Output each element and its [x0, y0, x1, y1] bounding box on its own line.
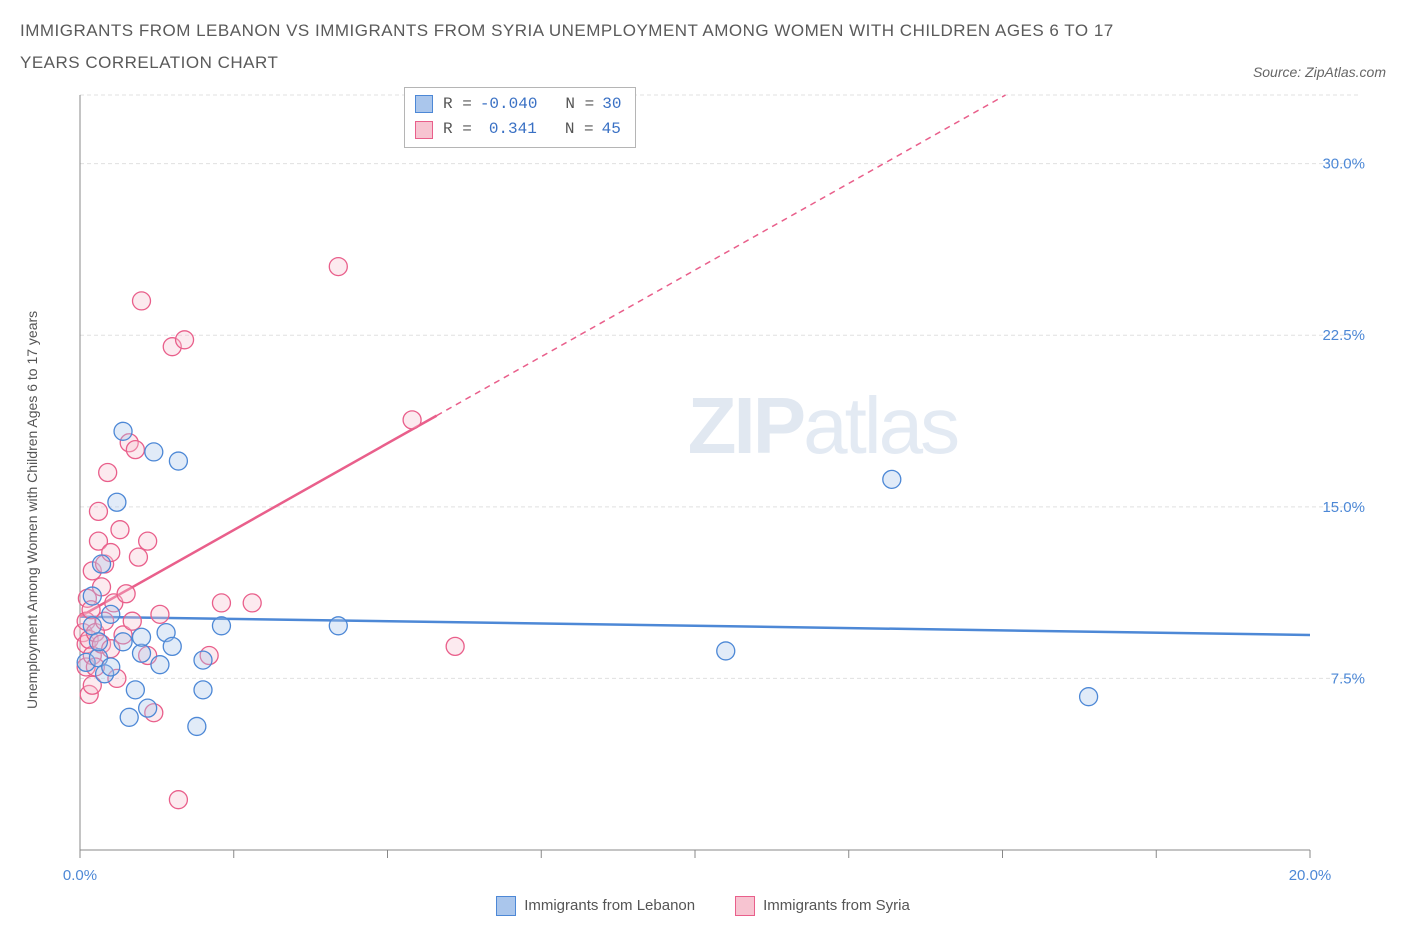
chart-header: IMMIGRANTS FROM LEBANON VS IMMIGRANTS FR… [20, 15, 1386, 80]
legend-item-syria: Immigrants from Syria [735, 896, 910, 916]
svg-text:20.0%: 20.0% [1289, 867, 1332, 884]
chart-title: IMMIGRANTS FROM LEBANON VS IMMIGRANTS FR… [20, 15, 1120, 80]
y-axis-label: Unemployment Among Women with Children A… [20, 150, 44, 870]
svg-text:15.0%: 15.0% [1322, 498, 1365, 515]
chart-body: Unemployment Among Women with Children A… [20, 90, 1386, 890]
plot-area: ZIPatlas 7.5%15.0%22.5%30.0%0.0%20.0% R … [44, 90, 1386, 890]
stats-swatch-syria [415, 121, 433, 139]
svg-text:7.5%: 7.5% [1331, 670, 1365, 687]
correlation-stats-box: R = -0.040 N = 30 R = 0.341 N = 45 [404, 87, 636, 148]
legend-swatch-syria [735, 896, 755, 916]
scatter-plot-svg: 7.5% 15.0% 22.5% 30.0% 0.0% 20.0% [44, 90, 1386, 890]
svg-text:22.5%: 22.5% [1322, 327, 1365, 344]
svg-text:30.0%: 30.0% [1322, 155, 1365, 172]
source-attribution: Source: ZipAtlas.com [1253, 64, 1386, 80]
stats-row-lebanon: R = -0.040 N = 30 [415, 92, 621, 118]
legend-item-lebanon: Immigrants from Lebanon [496, 896, 695, 916]
legend: Immigrants from Lebanon Immigrants from … [20, 896, 1386, 916]
legend-swatch-lebanon [496, 896, 516, 916]
svg-text:0.0%: 0.0% [63, 867, 97, 884]
stats-row-syria: R = 0.341 N = 45 [415, 117, 621, 143]
stats-swatch-lebanon [415, 95, 433, 113]
